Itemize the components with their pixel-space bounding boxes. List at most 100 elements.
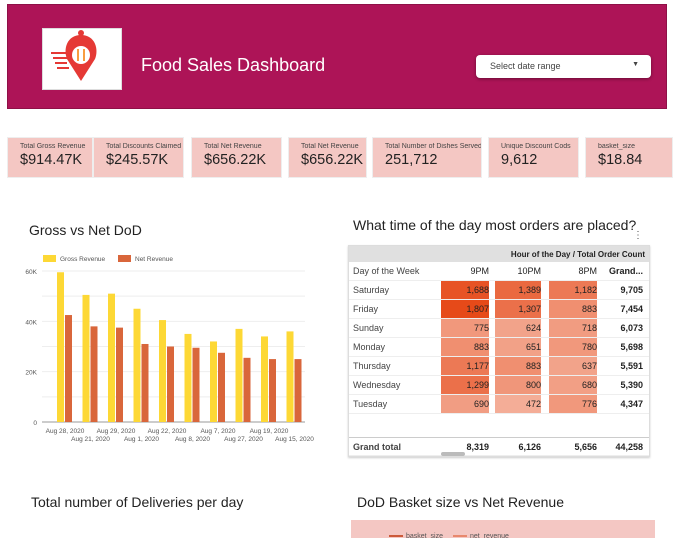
x-tick-label: Aug 1, 2020 [124, 436, 159, 443]
heat-cell [549, 376, 597, 395]
net-revenue-bar [294, 359, 302, 422]
date-range-picker[interactable]: Select date range ▼ [476, 55, 651, 78]
heat-cell [549, 319, 597, 338]
cell-value: 9,705 [620, 285, 643, 295]
heat-cell [495, 338, 541, 357]
table-row: Thursday 1,177 883 637 5,591 [349, 357, 649, 376]
cell-value: 1,182 [574, 285, 597, 295]
basket-legend: basket_size net_revenue [389, 533, 509, 540]
caret-down-icon: ▼ [632, 61, 639, 68]
heat-cell [495, 281, 541, 300]
kpi-value: $656.22K [301, 152, 364, 168]
basket-chart: basket_size net_revenue [351, 520, 655, 540]
cell-value: 8,319 [466, 442, 489, 452]
basket-title: DoD Basket size vs Net Revenue [357, 494, 564, 510]
cell-value: 1,688 [466, 285, 489, 295]
x-tick-label: Aug 7, 2020 [200, 428, 235, 435]
table-row: Friday 1,807 1,307 883 7,454 [349, 300, 649, 319]
cell-value: Grand... [608, 266, 643, 276]
header-banner: Food Sales Dashboard Select date range ▼ [7, 4, 667, 109]
net-revenue-bar [218, 352, 225, 422]
net-revenue-bar [141, 343, 149, 422]
pivot-title: What time of the day most orders are pla… [353, 217, 637, 233]
cell-value: 5,656 [574, 442, 597, 452]
y-tick-label: 20K [25, 370, 37, 377]
kpi-card: Total Gross Revenue $914.47K [7, 137, 93, 178]
net-revenue-bar [269, 359, 276, 422]
row-label: Grand total [353, 442, 402, 452]
cell-value: 800 [525, 380, 541, 390]
cell-value: 6,073 [620, 323, 643, 333]
x-tick-label: Aug 8, 2020 [175, 436, 210, 443]
gross-revenue-bar [57, 272, 64, 422]
row-label: Friday [353, 304, 379, 314]
row-label: Monday [353, 342, 386, 352]
heat-cell [495, 395, 541, 414]
pivot-header-row: Day of the Week 9PM 10PM 8PM Grand... [349, 262, 649, 281]
x-tick-label: Aug 22, 2020 [148, 428, 187, 435]
legend-swatch [118, 255, 131, 262]
y-tick-label: 40K [25, 319, 37, 326]
cell-value: 5,591 [620, 361, 643, 371]
gross-revenue-bar [82, 294, 90, 422]
table-row: Monday 883 651 780 5,698 [349, 338, 649, 357]
cell-value: 1,807 [466, 304, 489, 314]
kpi-card: Total Discounts Claimed $245.57K [93, 137, 184, 178]
legend-basket-size: basket_size [406, 533, 443, 538]
gross-net-chart-title: Gross vs Net DoD [29, 222, 142, 238]
heat-cell [549, 300, 597, 319]
heat-cell [441, 395, 489, 414]
cell-value: 780 [581, 342, 597, 352]
kpi-card: Unique Discount Cods 9,612 [488, 137, 579, 178]
heat-cell [441, 357, 489, 376]
gross-revenue-bar [133, 308, 141, 422]
heat-cell [495, 300, 541, 319]
table-row: Grand total 8,319 6,126 5,656 44,258 [349, 437, 649, 456]
heat-cell [495, 357, 541, 376]
kpi-label: Total Number of Dishes Served [385, 143, 481, 150]
x-tick-label: Aug 28, 2020 [46, 428, 85, 435]
kpi-card: Total Net Revenue $656.22K [288, 137, 367, 178]
cell-value: 776 [581, 399, 597, 409]
cell-value: 1,299 [466, 380, 489, 390]
table-row: Tuesday 690 472 776 4,347 [349, 395, 649, 414]
cell-value: 883 [525, 361, 541, 371]
cell-value: 690 [473, 399, 489, 409]
kpi-label: Total Net Revenue [204, 143, 262, 150]
pivot-super-header: Hour of the Day / Total Order Count [349, 246, 649, 262]
legend-net-revenue: net_revenue [470, 533, 509, 538]
table-row: Wednesday 1,299 800 680 5,390 [349, 376, 649, 395]
food-delivery-pin-icon [51, 30, 97, 81]
cell-value: 883 [581, 304, 597, 314]
kpi-value: $914.47K [20, 152, 83, 168]
cell-value: 624 [525, 323, 541, 333]
date-range-placeholder: Select date range [490, 61, 561, 71]
row-label: Saturday [353, 285, 390, 295]
legend-swatch [43, 255, 56, 262]
cell-value: 472 [525, 399, 541, 409]
gross-revenue-bar [108, 293, 115, 422]
cell-value: 651 [525, 342, 541, 352]
row-label: Sunday [353, 323, 384, 333]
heat-cell [441, 376, 489, 395]
x-tick-label: Aug 15, 2020 [275, 436, 314, 443]
heat-cell [549, 357, 597, 376]
cell-value: 718 [581, 323, 597, 333]
heat-cell [549, 395, 597, 414]
cell-value: 9PM [470, 266, 489, 276]
kpi-value: $245.57K [106, 152, 169, 168]
kpi-card: Total Net Revenue $656.22K [191, 137, 282, 178]
kpi-label: Total Net Revenue [301, 143, 359, 150]
table-row: Saturday 1,688 1,389 1,182 9,705 [349, 281, 649, 300]
horizontal-scrollbar[interactable] [441, 452, 465, 456]
cell-value: 5,698 [620, 342, 643, 352]
heat-cell [495, 376, 541, 395]
kpi-value: 9,612 [501, 152, 538, 168]
row-label: Thursday [353, 361, 391, 371]
gross-revenue-bar [286, 331, 294, 422]
more-options-icon[interactable]: ⋮ [633, 230, 643, 241]
table-row: Sunday 775 624 718 6,073 [349, 319, 649, 338]
kpi-value: 251,712 [385, 152, 438, 168]
x-tick-label: Aug 21, 2020 [71, 436, 110, 443]
page-title: Food Sales Dashboard [141, 55, 326, 75]
